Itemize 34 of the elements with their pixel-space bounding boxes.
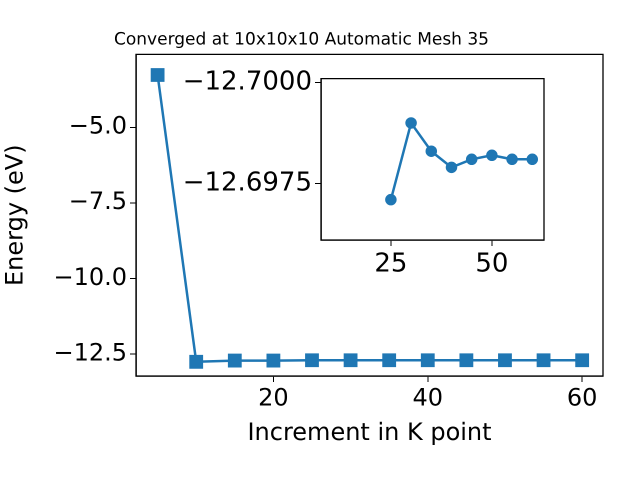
point	[575, 353, 590, 368]
point	[446, 162, 458, 174]
y-tick-label: −7.5	[68, 187, 127, 216]
y-tick-label: −10.0	[53, 262, 127, 291]
y-tick-label: −12.5	[53, 338, 127, 366]
point	[228, 354, 242, 368]
point	[266, 354, 280, 368]
point	[420, 353, 435, 368]
x-axis-title: Increment in K point	[247, 418, 492, 446]
point	[385, 194, 397, 206]
point	[150, 68, 165, 82]
chart-title: Converged at 10x10x10 Automatic Mesh 35	[114, 30, 489, 50]
x-tick-label: 50	[475, 248, 508, 278]
point	[382, 353, 396, 368]
point	[459, 353, 474, 368]
y-axis-title: Energy (eV)	[0, 144, 29, 286]
point	[405, 117, 417, 129]
x-tick-label: 25	[374, 248, 408, 278]
y-tick-label: −12.7000	[182, 66, 312, 96]
point	[536, 353, 550, 368]
y-tick-label: −12.6975	[182, 167, 312, 198]
point	[466, 154, 478, 166]
point	[486, 150, 498, 162]
point	[344, 353, 358, 368]
x-tick-label: 60	[566, 384, 598, 412]
point	[498, 353, 512, 368]
point	[305, 353, 319, 368]
point	[506, 154, 518, 166]
y-tick-label: −5.0	[68, 112, 127, 140]
point	[189, 354, 204, 369]
point	[426, 145, 438, 157]
x-tick-label: 40	[412, 384, 444, 412]
point	[526, 154, 538, 166]
x-tick-label: 20	[258, 384, 289, 412]
